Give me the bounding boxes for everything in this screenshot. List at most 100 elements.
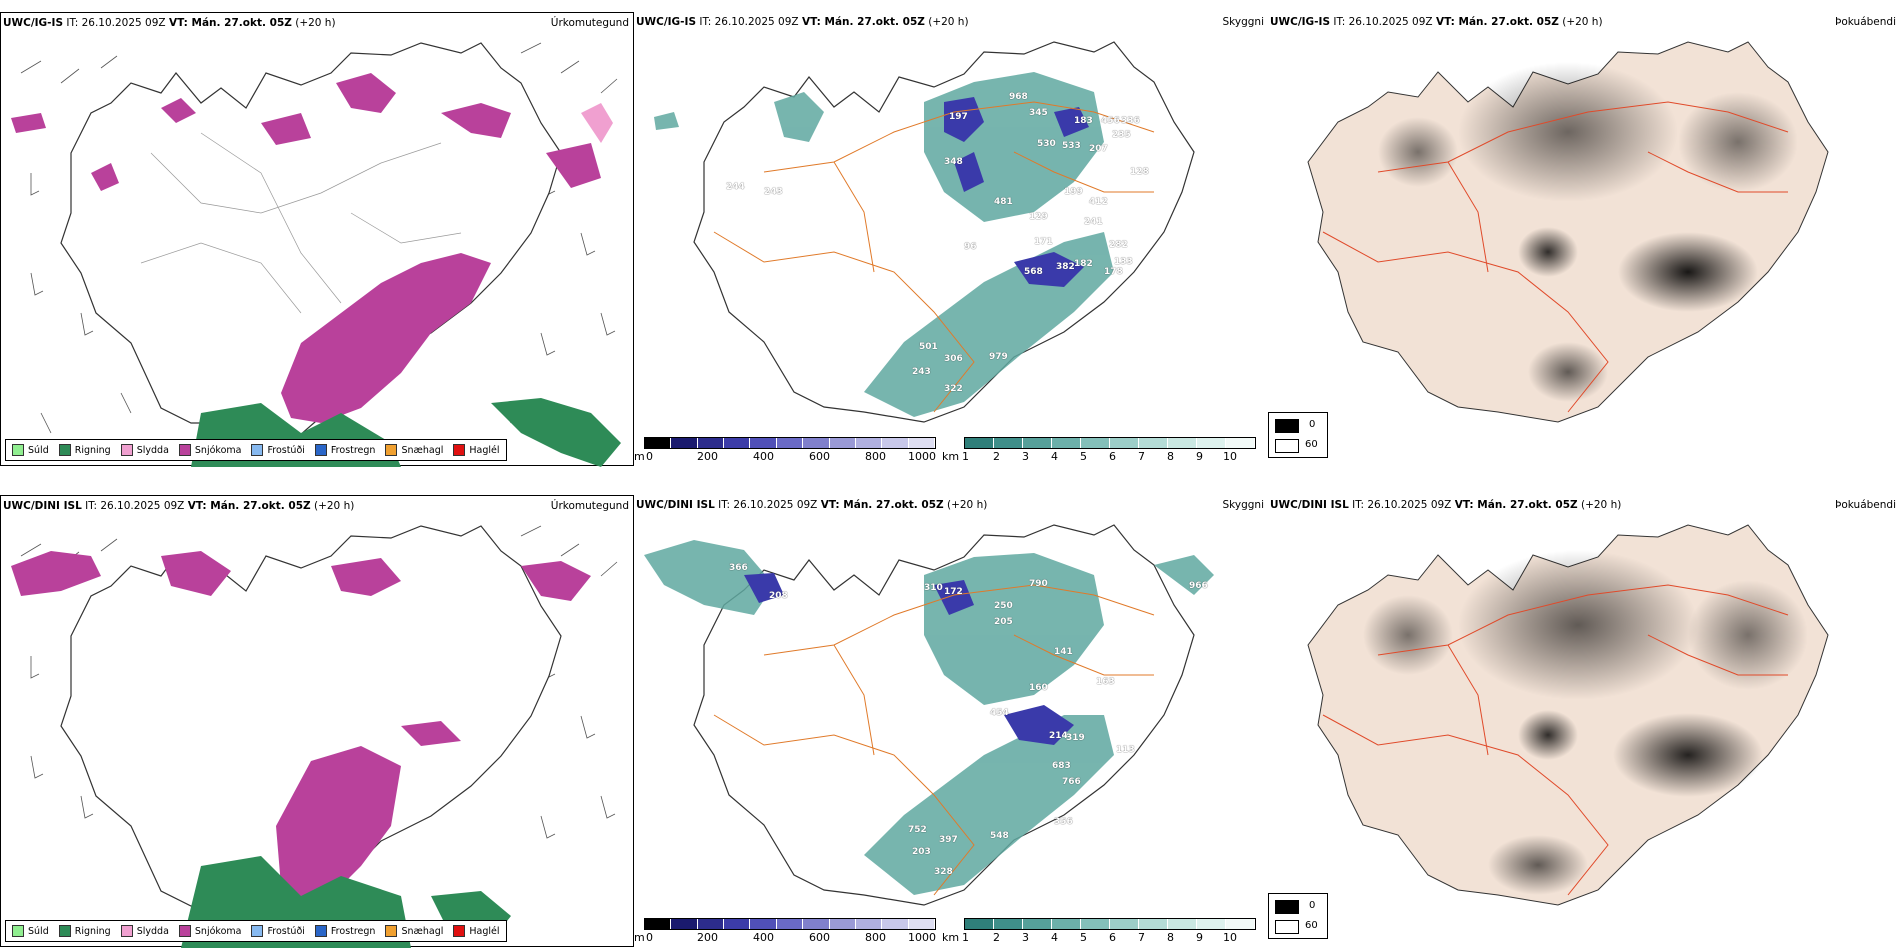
height-label: 113 [1116,745,1135,755]
visibility-colorbar-scale [964,918,1256,930]
fog-key-dark [1275,900,1299,914]
cloud-map-2 [644,524,1214,906]
roads [1322,101,1789,413]
legend-swatch [314,444,327,456]
height-label: 382 [1056,262,1075,272]
precip-type-panel-1: UWC/IG-IS IT: 26.10.2025 09Z VT: Mán. 27… [0,12,634,467]
legend-item: Frostregn [314,444,375,456]
cloudbase-unit: m [634,931,645,944]
height-label: 530 [1037,139,1056,149]
height-label: 336 [1121,116,1140,126]
legend-swatch [251,444,264,456]
precip-legend: Súld Rigning Slydda Snjókoma Frostúði Fr… [5,439,507,461]
panel-header: UWC/DINI ISL IT: 26.10.2025 09Z VT: Mán.… [1270,499,1622,511]
precip-map-1 [11,42,621,467]
cloudbase-tick: 600 [809,450,830,463]
cloud-panel-1: UWC/IG-IS IT: 26.10.2025 09Z VT: Mán. 27… [634,12,1268,466]
height-label: 207 [1089,144,1108,154]
fog-key: 0 60 [1268,412,1328,458]
cloudbase-tick: 800 [865,450,886,463]
height-label: 319 [1066,733,1085,743]
visibility-tick: 2 [993,450,1000,463]
cloudbase-tick: 200 [697,450,718,463]
height-label: 172 [944,587,963,597]
legend-swatch [251,925,264,937]
height-label: 966 [1189,581,1208,591]
visibility-tick: 5 [1080,450,1087,463]
height-label: 182 [1074,259,1093,269]
cloud-panel-2: UWC/DINI ISL IT: 26.10.2025 09Z VT: Mán.… [634,495,1268,947]
visibility-colorbar: km 1 2 3 4 5 6 7 8 9 10 [942,437,1258,471]
height-label: 241 [1084,217,1103,227]
height-label: 454 [990,708,1009,718]
roads [1322,584,1789,896]
legend-swatch [453,444,466,456]
height-label: 968 [1009,92,1028,102]
visibility-colorbar-scale [964,437,1256,449]
precip-type-panel-2: UWC/DINI ISL IT: 26.10.2025 09Z VT: Mán.… [0,495,634,948]
height-label: 412 [1089,197,1108,207]
visibility-colorbar: km 1 2 3 4 5 6 7 8 9 10 [942,918,1258,952]
legend-item: Rigning [58,925,111,937]
height-label: 129 [1029,212,1048,222]
height-label: 322 [944,384,963,394]
fog-panel-2: UWC/DINI ISL IT: 26.10.2025 09Z VT: Mán.… [1268,495,1900,947]
height-label: 235 [1112,130,1131,140]
height-label: 128 [1130,167,1149,177]
height-label: 96 [964,242,977,252]
visibility-tick: 3 [1022,450,1029,463]
cloudbase-areas [944,97,1089,287]
height-label: 356 [1054,817,1073,827]
legend-swatch [58,444,71,456]
height-label: 141 [1054,647,1073,657]
height-label: 345 [1029,108,1048,118]
internal-lines [140,132,462,314]
fog-key-light [1275,920,1299,934]
legend-item: Haglél [453,925,500,937]
height-label: 171 [1034,237,1053,247]
cloudbase-colorbar-scale [644,437,936,449]
legend-swatch [314,925,327,937]
legend-item: Súld [12,925,49,937]
precip-legend: Súld Rigning Slydda Snjókoma Frostúði Fr… [5,920,507,942]
panel-title: Skyggni [1222,499,1265,511]
visibility-tick: 2 [993,931,1000,944]
height-label: 501 [919,342,938,352]
cloudbase-tick: 1000 [908,931,936,944]
visibility-areas [644,540,1214,895]
height-label: 310 [924,583,943,593]
visibility-tick: 10 [1223,931,1237,944]
roads [713,584,1155,896]
panel-title: Skyggni [1222,16,1265,28]
height-label: 133 [1114,257,1133,267]
fog-key-dark [1275,419,1299,433]
visibility-unit: km [942,931,960,944]
legend-item: Frostregn [314,925,375,937]
precip-map-2 [11,525,618,948]
fog-index-areas [1363,550,1808,895]
panel-title: Úrkomutegund [550,500,629,512]
height-label: 348 [944,157,963,167]
cloudbase-tick: 0 [646,931,653,944]
cloudbase-colorbar: m 0 200 400 600 800 1000 [634,918,939,952]
legend-item: Frostúði [251,444,305,456]
legend-item: Frostúði [251,925,305,937]
height-label: 979 [989,352,1008,362]
cloudbase-tick: 800 [865,931,886,944]
legend-item: Snæhagl [385,444,443,456]
height-label: 683 [1052,761,1071,771]
fog-map-2 [1307,524,1829,906]
height-label: 244 [726,182,745,192]
fog-key-light [1275,439,1299,453]
visibility-tick: 9 [1196,931,1203,944]
height-label: 397 [939,835,958,845]
visibility-tick: 8 [1167,931,1174,944]
legend-item: Slydda [120,925,169,937]
height-label: 203 [912,847,931,857]
height-label: 481 [994,197,1013,207]
cloud-map-1 [654,41,1195,423]
legend-swatch [453,925,466,937]
cloudbase-tick: 400 [753,450,774,463]
visibility-tick: 1 [962,931,969,944]
cloudbase-tick: 200 [697,931,718,944]
